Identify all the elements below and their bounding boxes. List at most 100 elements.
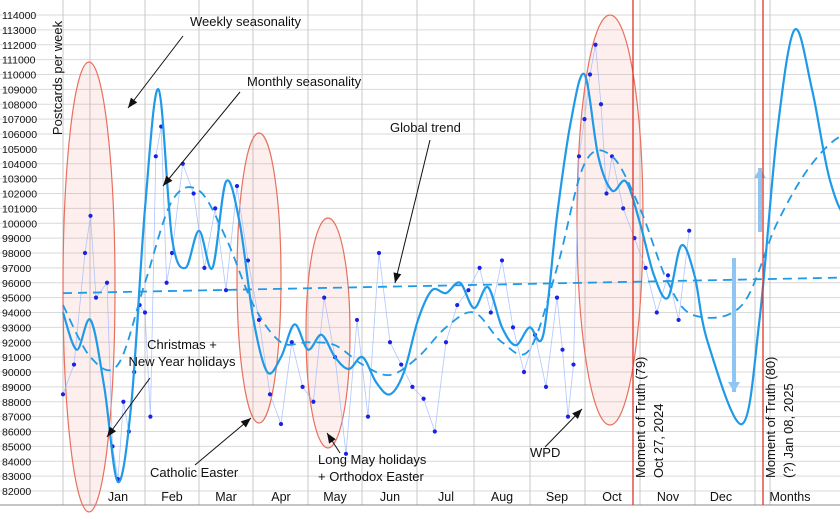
data-point bbox=[499, 258, 505, 263]
data-point bbox=[421, 396, 426, 401]
forecast-down-arrow-head bbox=[728, 382, 740, 392]
data-point bbox=[466, 288, 471, 293]
month-label: Sep bbox=[546, 490, 568, 504]
data-point bbox=[234, 183, 240, 189]
data-point bbox=[598, 102, 604, 107]
data-point bbox=[88, 213, 93, 218]
y-tick-label: 108000 bbox=[2, 99, 37, 111]
data-point bbox=[311, 399, 316, 404]
annotations: Weekly seasonality Monthly seasonality Glo… bbox=[106, 14, 583, 484]
annotation-label: WPD bbox=[530, 445, 560, 460]
annotation-label-line: Christmas + bbox=[147, 337, 217, 352]
y-tick-label: 97000 bbox=[2, 263, 31, 275]
series-layer bbox=[60, 28, 840, 484]
data-point bbox=[687, 228, 692, 233]
annotation-label: Global trend bbox=[390, 120, 461, 135]
annotation-label: Catholic Easter bbox=[150, 465, 239, 480]
data-point bbox=[153, 154, 158, 159]
data-point bbox=[604, 191, 609, 196]
data-point bbox=[169, 250, 175, 256]
annotation-arrowhead bbox=[572, 409, 582, 419]
annotation-label: Weekly seasonality bbox=[190, 14, 302, 29]
annotation-arrow bbox=[162, 91, 241, 187]
month-labels: Jan Feb Mar Apr May Jun Jul Aug Sep Oct Nov Dec Mont… bbox=[108, 490, 811, 504]
data-point bbox=[560, 347, 565, 352]
y-tick-label: 98000 bbox=[2, 248, 31, 260]
y-tick-label: 94000 bbox=[2, 308, 31, 320]
moment-of-truth-label-line: (?) Jan 08, 2025 bbox=[781, 383, 796, 478]
data-point bbox=[71, 362, 77, 367]
y-axis-ticks: 82000 83000 84000 85000 86000 87000 88000 89000… bbox=[2, 10, 37, 498]
month-label: Oct bbox=[602, 490, 622, 504]
moment-of-truth-label-line: Oct 27, 2024 bbox=[651, 404, 666, 478]
y-tick-label: 102000 bbox=[2, 189, 37, 201]
y-tick-label: 114000 bbox=[2, 10, 36, 22]
y-tick-label: 106000 bbox=[2, 129, 37, 141]
moment-of-truth-label-line: Moment of Truth (79) bbox=[633, 357, 648, 478]
annotation-label: Long May holidays + Orthodox Easter bbox=[318, 452, 427, 484]
data-point bbox=[565, 414, 571, 419]
highlight-catholic-easter bbox=[236, 132, 282, 424]
annotation-label-line: Catholic Easter bbox=[150, 465, 239, 480]
annotation-label: Christmas + New Year holidays bbox=[129, 337, 236, 369]
data-point bbox=[267, 392, 273, 397]
data-point bbox=[571, 362, 576, 367]
annotation-label-line: New Year holidays bbox=[129, 354, 236, 369]
annotation-arrow bbox=[106, 377, 151, 438]
data-point bbox=[121, 399, 126, 404]
data-point bbox=[521, 369, 527, 375]
gridlines bbox=[0, 0, 840, 506]
y-tick-label: 113000 bbox=[2, 25, 36, 37]
data-point bbox=[104, 280, 110, 285]
data-point bbox=[488, 310, 493, 315]
data-point bbox=[387, 340, 393, 345]
data-point bbox=[213, 206, 218, 211]
data-point bbox=[593, 42, 598, 47]
data-point bbox=[202, 265, 207, 270]
y-tick-label: 86000 bbox=[2, 427, 31, 439]
annotation-label-line: Global trend bbox=[390, 120, 461, 135]
y-tick-label: 103000 bbox=[2, 174, 37, 186]
weekly-seasonality-line bbox=[61, 28, 840, 484]
data-point bbox=[477, 265, 482, 270]
annotation-label-line: Long May holidays bbox=[318, 452, 427, 467]
data-point bbox=[223, 288, 229, 293]
annotation-label-line: WPD bbox=[530, 445, 560, 460]
moment-of-truth-label-line: Moment of Truth (80) bbox=[763, 357, 778, 478]
month-label: Feb bbox=[161, 490, 183, 504]
annotation-arrowhead bbox=[240, 418, 251, 428]
data-point bbox=[676, 317, 681, 323]
y-tick-label: 85000 bbox=[2, 441, 31, 453]
data-point bbox=[142, 310, 148, 315]
y-tick-label: 92000 bbox=[2, 337, 31, 349]
data-point bbox=[354, 317, 360, 323]
month-label: Jun bbox=[380, 490, 400, 504]
month-label: Aug bbox=[491, 490, 513, 504]
holiday-highlights bbox=[62, 14, 644, 513]
data-point bbox=[365, 414, 371, 419]
data-point bbox=[410, 384, 415, 389]
data-point bbox=[60, 392, 66, 397]
month-label: Mar bbox=[215, 490, 237, 504]
month-label: Dec bbox=[710, 490, 732, 504]
moment-of-truth-label: Moment of Truth (79) Oct 27, 2024 bbox=[633, 357, 666, 478]
data-point bbox=[576, 154, 582, 159]
global-trend-line bbox=[62, 276, 840, 295]
data-point bbox=[322, 295, 327, 300]
month-label: Nov bbox=[657, 490, 680, 504]
data-point bbox=[256, 317, 262, 323]
y-tick-label: 83000 bbox=[2, 471, 31, 483]
annotation-label-line: Weekly seasonality bbox=[190, 14, 302, 29]
data-point bbox=[643, 265, 648, 270]
highlight-christmas bbox=[62, 61, 116, 513]
y-tick-label: 90000 bbox=[2, 367, 31, 379]
weekly-data-connector bbox=[62, 44, 690, 480]
annotation-arrowhead bbox=[107, 426, 117, 437]
data-point bbox=[376, 250, 382, 256]
annotation-arrowhead bbox=[163, 175, 173, 186]
month-label: Apr bbox=[271, 490, 290, 504]
annotation-label-line: + Orthodox Easter bbox=[318, 469, 425, 484]
month-label: Jul bbox=[438, 490, 454, 504]
y-tick-label: 111000 bbox=[2, 55, 36, 67]
data-point bbox=[665, 273, 671, 278]
